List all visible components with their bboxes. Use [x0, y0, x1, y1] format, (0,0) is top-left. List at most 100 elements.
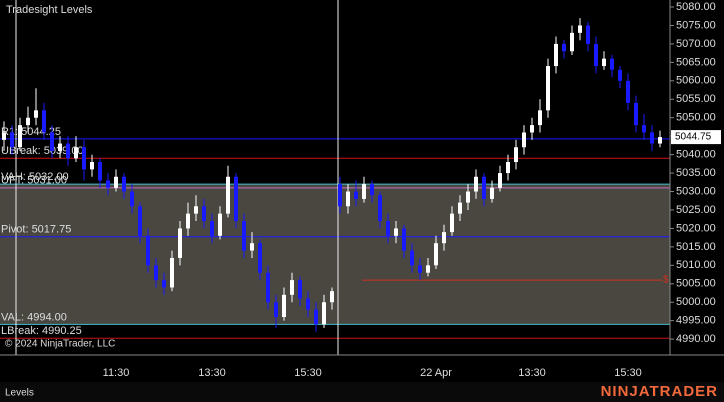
candle-body [202, 206, 206, 222]
y-tick-label: 5075.00 [676, 19, 716, 31]
x-tick-label: 11:30 [103, 367, 130, 379]
candle-body [186, 213, 190, 229]
candle-body [266, 272, 270, 303]
candle-body [418, 265, 422, 273]
candle-body [554, 43, 558, 67]
y-tick-label: 5070.00 [676, 38, 716, 50]
candle-body [474, 176, 478, 192]
candle-body [634, 102, 638, 126]
x-tick-label: 15:30 [294, 367, 322, 379]
level-label: UFT: 5031.00 [1, 175, 67, 187]
candle-body [226, 176, 230, 214]
candle-body [170, 257, 174, 288]
candle-body [410, 250, 414, 266]
candle-body [546, 66, 550, 111]
candle-body [362, 184, 366, 199]
candle-body [154, 265, 158, 281]
y-tick-label: 5050.00 [676, 112, 716, 124]
candle-body [434, 243, 438, 266]
x-tick-label: 22 Apr [420, 367, 452, 379]
level-label: VAL: 4994.00 [1, 311, 67, 323]
y-tick-label: 5065.00 [676, 56, 716, 68]
x-tick-label: 15:30 [614, 367, 642, 379]
y-tick-label: 5005.00 [676, 278, 716, 290]
tab[interactable]: Levels [5, 388, 34, 399]
candle-body [610, 58, 614, 70]
y-tick-label: 4995.00 [676, 315, 716, 327]
candle-body [370, 184, 374, 196]
candle-body [42, 110, 46, 133]
level-label: UBreak: 5039.00 [1, 145, 84, 157]
candle-body [586, 25, 590, 44]
tab-bar [0, 382, 724, 402]
candle-body [50, 132, 54, 151]
candle-body [58, 143, 62, 151]
candle-body [242, 221, 246, 251]
y-tick-label: 5015.00 [676, 241, 716, 253]
candle-body [346, 191, 350, 207]
candle-body [626, 80, 630, 103]
value-area [0, 184, 670, 325]
y-tick-label: 5040.00 [676, 149, 716, 161]
candle-body [162, 280, 166, 288]
candle-body [2, 132, 6, 140]
candle-body [490, 187, 494, 199]
y-tick-label: 5000.00 [676, 296, 716, 308]
y-tick-label: 5035.00 [676, 167, 716, 179]
candle-body [130, 191, 134, 207]
logo: NINJATRADER [601, 383, 718, 400]
candle-body [18, 125, 22, 148]
candle-body [562, 43, 566, 52]
candle-body [426, 265, 430, 273]
candle-body [106, 180, 110, 188]
candle-body [250, 243, 254, 251]
level-label: LBreak: 4990.25 [1, 325, 82, 337]
candle-body [146, 235, 150, 266]
candle-body [322, 302, 326, 325]
y-tick-label: 5010.00 [676, 259, 716, 271]
candle-body [570, 32, 574, 52]
candle-body [650, 132, 654, 144]
candle-body [258, 243, 262, 273]
level-label: VAH: 5032.00 [1, 171, 69, 183]
candle-body [114, 176, 118, 188]
candle-body [194, 206, 198, 214]
candle-body [290, 280, 294, 295]
y-tick-label: 5025.00 [676, 204, 716, 216]
y-tick-label: 5020.00 [676, 222, 716, 234]
candle-body [506, 162, 510, 174]
candle-body [234, 176, 238, 222]
candle-body [450, 213, 454, 233]
last-price-label: 5044.75 [675, 132, 712, 143]
candle-body [298, 280, 302, 299]
candle-body [74, 147, 78, 159]
candle-body [10, 132, 14, 148]
x-tick-label: 13:30 [518, 367, 546, 379]
candle-body [594, 43, 598, 67]
x-tick-label: 13:30 [198, 367, 226, 379]
candle-body [642, 125, 646, 133]
chart-title: Tradesight Levels [6, 4, 93, 16]
candle-body [482, 176, 486, 199]
candle-body [530, 125, 534, 133]
y-tick-label: 5060.00 [676, 75, 716, 87]
candle-body [306, 298, 310, 310]
candle-body [26, 117, 30, 126]
candle-body [66, 143, 70, 159]
candle-body [314, 309, 318, 325]
candle-body [442, 232, 446, 244]
y-tick-label: 5055.00 [676, 93, 716, 105]
candle-body [386, 221, 390, 236]
last-price-box [671, 130, 721, 145]
y-tick-label: 5030.00 [676, 185, 716, 197]
candle-body [378, 195, 382, 222]
candle-body [122, 176, 126, 192]
candle-body [178, 228, 182, 258]
level-label: Pivot: 5017.75 [1, 224, 71, 236]
y-tick-label: 4990.00 [676, 333, 716, 345]
candle-body [330, 291, 334, 303]
candle-body [578, 25, 582, 33]
candle-body [218, 213, 222, 236]
candle-body [82, 147, 86, 170]
